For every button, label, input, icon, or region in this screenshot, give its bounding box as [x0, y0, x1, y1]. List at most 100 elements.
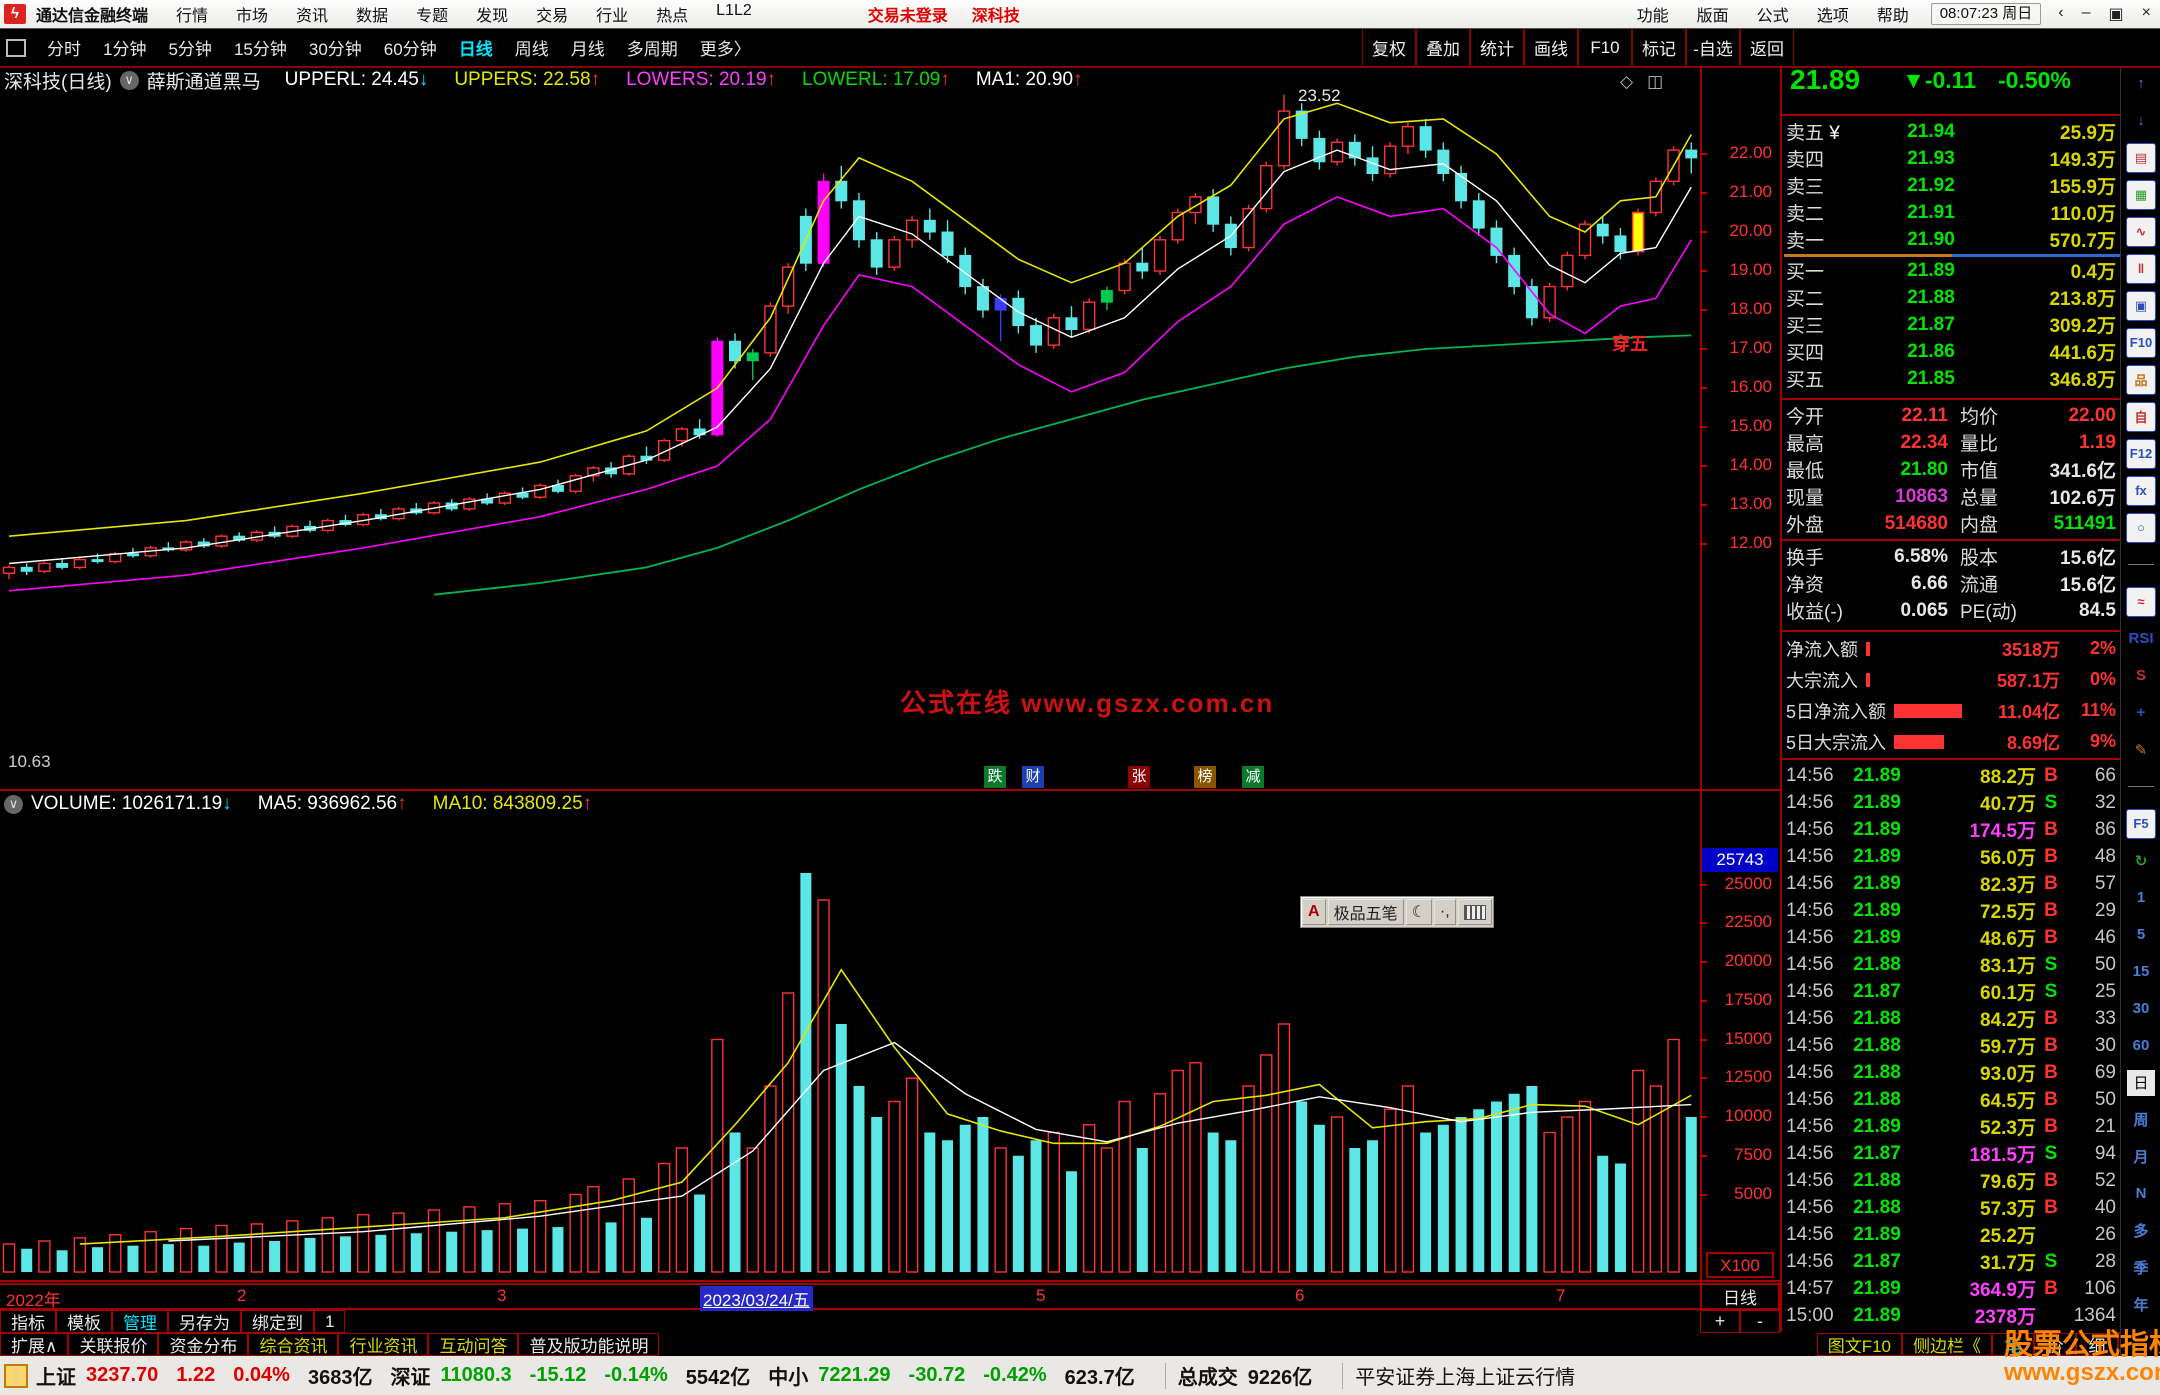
tool-统计[interactable]: 统计: [1470, 29, 1524, 66]
side-strip-circle-icon[interactable]: ○: [2124, 509, 2158, 546]
menu-item-功能[interactable]: 功能: [1636, 8, 1669, 25]
menu-item-帮助[interactable]: 帮助: [1876, 8, 1909, 25]
window-restore-icon[interactable]: ▣: [2108, 6, 2124, 23]
zoom-out-button[interactable]: -: [1740, 1310, 1780, 1333]
side-strip-period-month[interactable]: 月: [2133, 1149, 2149, 1166]
side-strip-period-30[interactable]: 30: [2132, 1000, 2150, 1017]
side-strip-period-15[interactable]: 15: [2132, 963, 2150, 980]
tick-row[interactable]: 14:57 21.89 364.9万 B 106: [1786, 1275, 2116, 1302]
side-strip-f5-icon[interactable]: F5: [2124, 805, 2158, 842]
book-row-卖三[interactable]: 卖三 21.92 155.9万: [1786, 172, 2116, 199]
tab-细[interactable]: 细: [2076, 1333, 2118, 1356]
tick-row[interactable]: 14:56 21.89 48.6万 B 46: [1786, 924, 2116, 951]
tick-row[interactable]: 14:56 21.89 174.5万 B 86: [1786, 816, 2116, 843]
tick-row[interactable]: 14:56 21.88 83.1万 S 50: [1786, 951, 2116, 978]
tool--自选[interactable]: -自选: [1686, 29, 1740, 66]
ime-punct-button[interactable]: ·,: [1433, 899, 1456, 925]
book-row-买四[interactable]: 买四 21.86 441.6万: [1786, 338, 2116, 365]
chart-corner-icons[interactable]: ◇◫: [1620, 72, 1677, 92]
side-strip-tree-icon[interactable]: 品: [2124, 361, 2158, 398]
tab-绑定到[interactable]: 绑定到: [241, 1310, 314, 1333]
tick-row[interactable]: 14:56 21.87 31.7万 S 28: [1786, 1248, 2116, 1275]
menu-item-行业[interactable]: 行业: [596, 8, 629, 25]
tick-row[interactable]: 15:00 21.89 2378万 1364: [1786, 1302, 2116, 1329]
tab-扩展∧[interactable]: 扩展∧: [0, 1333, 69, 1356]
period-60分钟[interactable]: 60分钟: [383, 40, 437, 59]
tick-row[interactable]: 14:56 21.88 84.2万 B 33: [1786, 1005, 2116, 1032]
side-strip-period-week[interactable]: 周: [2133, 1112, 2149, 1129]
chart-mini-button-跌[interactable]: 跌: [984, 766, 1006, 788]
rank-grid-icon[interactable]: ▦: [2126, 179, 2156, 210]
book-row-买二[interactable]: 买二 21.88 213.8万: [1786, 284, 2116, 311]
period-周线[interactable]: 周线: [514, 40, 549, 59]
side-strip-period-60[interactable]: 60: [2132, 1037, 2150, 1054]
tab-关联报价[interactable]: 关联报价: [68, 1333, 159, 1356]
circle-icon[interactable]: ○: [2126, 512, 2156, 543]
index-name-中小[interactable]: 中小: [768, 1367, 809, 1389]
tick-row[interactable]: 14:56 21.88 79.6万 B 52: [1786, 1167, 2116, 1194]
index-name-上证[interactable]: 上证: [36, 1367, 76, 1389]
period-多周期[interactable]: 多周期: [626, 40, 678, 59]
side-strip-pencil-icon[interactable]: ✎: [2134, 741, 2148, 759]
chart-mini-button-减[interactable]: 减: [1242, 766, 1264, 788]
side-strip-period-1[interactable]: 1: [2136, 889, 2146, 906]
tick-row[interactable]: 14:56 21.89 52.3万 B 21: [1786, 1113, 2116, 1140]
pane-toggle-icon[interactable]: ◫: [1647, 72, 1678, 91]
menu-item-L1L2[interactable]: L1L2: [716, 2, 752, 19]
candlestick-chart[interactable]: [0, 65, 1700, 790]
indicator-name[interactable]: 薛斯通道黑马: [146, 71, 261, 93]
side-strip-move-icon[interactable]: +: [2136, 704, 2146, 721]
side-strip-custom-icon[interactable]: 自: [2124, 398, 2158, 435]
side-strip-period-n[interactable]: N: [2135, 1185, 2147, 1202]
f10-icon[interactable]: F10: [2126, 327, 2156, 358]
formula-icon[interactable]: fx: [2126, 475, 2156, 506]
tool-复权[interactable]: 复权: [1362, 29, 1416, 66]
book-row-卖一[interactable]: 卖一 21.90 570.7万: [1786, 226, 2116, 253]
side-strip-f10-icon[interactable]: F10: [2124, 324, 2158, 361]
ime-keyboard-icon[interactable]: [1457, 899, 1492, 925]
tab-1[interactable]: 1: [314, 1310, 346, 1333]
side-strip-report-icon[interactable]: ▤: [2124, 139, 2158, 176]
tick-row[interactable]: 14:56 21.87 181.5万 S 94: [1786, 1140, 2116, 1167]
menu-item-发现[interactable]: 发现: [476, 8, 509, 25]
side-strip-formula-icon[interactable]: fx: [2124, 472, 2158, 509]
period-30分钟[interactable]: 30分钟: [308, 40, 362, 59]
side-strip-period-5[interactable]: 5: [2136, 926, 2146, 943]
chart-mini-button-榜[interactable]: 榜: [1194, 766, 1216, 788]
ime-lang-button[interactable]: A: [1302, 899, 1326, 925]
tab-模板[interactable]: 模板: [56, 1310, 112, 1333]
tick-row[interactable]: 14:56 21.89 82.3万 B 57: [1786, 870, 2116, 897]
side-strip-trend-line-icon[interactable]: ∿: [2124, 213, 2158, 250]
collapse-icon[interactable]: ∨: [119, 70, 139, 90]
tab-行业资讯[interactable]: 行业资讯: [338, 1333, 429, 1356]
tab-笔[interactable]: 笔: [1992, 1333, 2034, 1356]
tick-row[interactable]: 14:56 21.88 59.7万 B 30: [1786, 1032, 2116, 1059]
report-icon[interactable]: ▤: [2126, 142, 2156, 173]
window-minimize-icon[interactable]: –: [2081, 4, 2091, 21]
custom-icon[interactable]: 自: [2126, 401, 2156, 432]
side-strip-s-icon[interactable]: S: [2135, 667, 2146, 684]
zoom-in-button[interactable]: +: [1700, 1310, 1740, 1333]
tab-图文F10[interactable]: 图文F10: [1816, 1333, 1902, 1356]
tool-叠加[interactable]: 叠加: [1416, 29, 1470, 66]
period-分时[interactable]: 分时: [47, 40, 81, 59]
menu-item-交易[interactable]: 交易: [536, 8, 569, 25]
side-strip-rank-grid-icon[interactable]: ▦: [2124, 176, 2158, 213]
ime-moon-icon[interactable]: ☾: [1405, 899, 1432, 925]
side-strip-multi-pane-icon[interactable]: ▣: [2124, 287, 2158, 324]
tree-icon[interactable]: 品: [2126, 364, 2156, 395]
side-strip-period-day[interactable]: 日: [2124, 1064, 2158, 1101]
tab-管理[interactable]: 管理: [112, 1310, 168, 1333]
period-5分钟[interactable]: 5分钟: [168, 40, 212, 59]
book-row-卖二[interactable]: 卖二 21.91 110.0万: [1786, 199, 2116, 226]
side-strip-wave-icon[interactable]: ≈: [2124, 583, 2158, 620]
kline-icon[interactable]: ‖: [2126, 253, 2156, 284]
tick-row[interactable]: 14:56 21.88 57.3万 B 40: [1786, 1194, 2116, 1221]
book-row-买一[interactable]: 买一 21.89 0.4万: [1786, 257, 2116, 284]
tab-综合资讯[interactable]: 综合资讯: [248, 1333, 339, 1356]
period-1分钟[interactable]: 1分钟: [103, 40, 147, 59]
tab-资金分布[interactable]: 资金分布: [158, 1333, 249, 1356]
tool-F10[interactable]: F10: [1578, 29, 1632, 66]
lay-pane-icon[interactable]: [6, 38, 26, 57]
period-15分钟[interactable]: 15分钟: [233, 40, 287, 59]
